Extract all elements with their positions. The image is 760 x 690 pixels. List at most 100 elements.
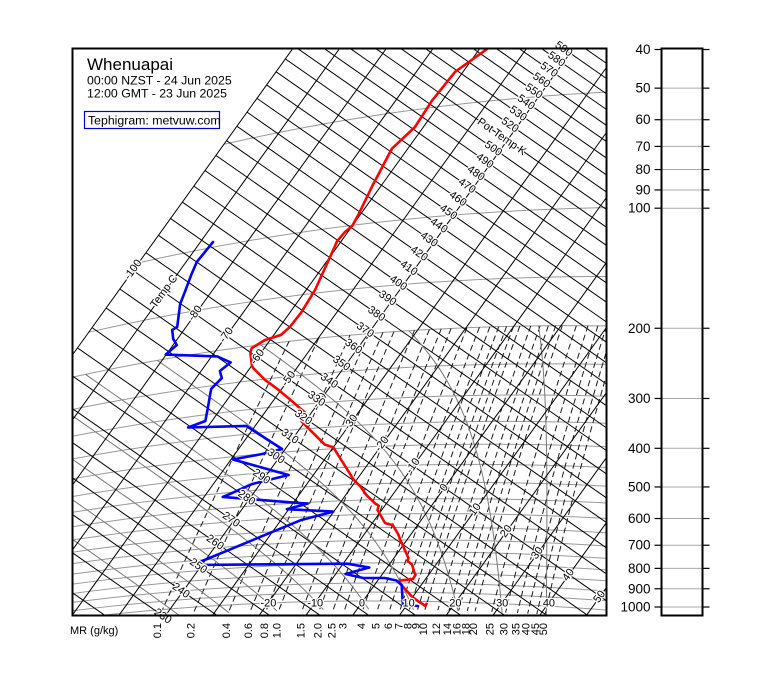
mixing-ratio-line [408, 326, 508, 610]
valid-local: 00:00 NZST - 24 Jun 2025 [87, 74, 232, 88]
pressure-tick-label: 400 [628, 441, 651, 456]
pressure-tick-label: 900 [628, 581, 651, 596]
mixing-ratio-line [505, 325, 589, 613]
moist-adiabat-line [85, 373, 370, 610]
mixing-ratio-line [332, 328, 442, 610]
mixing-ratio-tick-label: 12 [431, 623, 443, 635]
isotherm-line [446, 392, 606, 615]
isotherm-diagonal-label: -70 [217, 325, 236, 345]
mixing-ratio-tick-label: 0.4 [221, 623, 233, 638]
theta-diagonal-label: 410 [398, 258, 420, 278]
theta-diagonal-label: 370 [354, 320, 376, 340]
mixing-ratio-line [544, 325, 606, 615]
dry-adiabat-line [73, 453, 500, 615]
isotherm-diagonal-label: -20 [372, 434, 391, 454]
mixing-ratio-tick-label: 6 [383, 623, 395, 629]
temperature-trace [249, 49, 489, 608]
mixing-ratio-tick-label: 50 [538, 623, 550, 635]
mixing-ratio-tick-label: 1.5 [295, 623, 307, 638]
mixing-ratio-tick-label: 7 [393, 623, 405, 629]
pressure-tick-label: 90 [635, 182, 650, 197]
pressure-tick-label: 200 [628, 321, 651, 336]
mixing-ratio-tick-label: 25 [485, 623, 497, 635]
pressure-tick-label: 80 [635, 162, 650, 177]
moist-adiabat-line [73, 421, 181, 615]
pressure-tick-label: 500 [628, 479, 651, 494]
mixing-ratio-tick-label: 30 [499, 623, 511, 635]
theta-diagonal-label: 390 [376, 288, 398, 308]
station-title: Whenuapai [87, 55, 173, 74]
mixing-ratio-line [474, 325, 563, 612]
mixing-ratio-line [417, 326, 514, 610]
dry-adiabat-line [80, 83, 606, 562]
isotherm-line [399, 327, 606, 615]
valid-utc: 12:00 GMT - 23 Jun 2025 [87, 87, 227, 101]
mixing-ratio-line [527, 325, 606, 614]
bottom-isotherm-label: 20 [449, 598, 461, 610]
mixing-ratio-tick-label: 1.0 [272, 623, 284, 638]
isotherm-line [586, 588, 606, 615]
isotherm-diagonal-label: -80 [186, 303, 205, 323]
mixing-ratio-tick-label: 2.5 [326, 623, 338, 638]
mixing-ratio-line [437, 325, 532, 611]
mixing-ratio-line [344, 328, 452, 610]
mixing-ratio-tick-label: 3 [338, 623, 350, 629]
pressure-tick-label: 1000 [620, 600, 650, 615]
bottom-isotherm-label: 30 [496, 598, 508, 610]
isotherm-line [73, 49, 387, 485]
isotherm-line [212, 67, 606, 615]
badge-box [83, 110, 221, 130]
bottom-isotherm-label: -20 [260, 598, 276, 610]
dry-adiabat-line [204, 49, 606, 390]
isotherm-axis-title: Temp C [148, 273, 180, 311]
pressure-tick-label: 100 [628, 201, 651, 216]
pressure-tick-label: 300 [628, 391, 651, 406]
moist-adiabat-line [73, 397, 278, 612]
moist-adiabat-line [260, 344, 459, 611]
mixing-ratio-line [466, 325, 557, 612]
mixing-ratio-tick-label: 8 [402, 623, 414, 629]
mixing-ratio-axis-title: MR (g/kg) [70, 625, 118, 637]
isotherm-line [305, 197, 606, 615]
mixing-ratio-line [516, 325, 599, 614]
mixing-ratio-line [389, 326, 491, 610]
dewpoint-trace [164, 240, 419, 608]
pressure-scale-bar [660, 47, 704, 617]
dry-adiabat-line [243, 49, 606, 335]
mixing-ratio-tick-label: 16 [452, 623, 464, 635]
mixing-ratio-line [278, 331, 395, 611]
mixing-ratio-line [362, 327, 468, 610]
mixing-ratio-tick-label: 10 [418, 623, 430, 635]
pressure-tick-label: 700 [628, 538, 651, 553]
isotherm-diagonal-label: -10 [404, 456, 423, 476]
isotherm-line [73, 49, 293, 355]
theta-diagonal-label: 430 [418, 229, 440, 249]
moist-adiabat-line [73, 409, 230, 614]
isobar-line [73, 600, 606, 615]
mixing-ratio-tick-label: 0.1 [152, 623, 164, 638]
mixing-ratio-tick-label: 9 [411, 623, 423, 629]
theta-diagonal-label: 340 [318, 371, 340, 391]
mixing-ratio-line [491, 325, 577, 613]
moist-adiabat-line [408, 330, 503, 613]
mixing-ratio-line [448, 325, 541, 611]
isotherm-diagonal-label: 20 [498, 523, 515, 540]
theta-diagonal-label: 270 [220, 510, 242, 530]
theta-diagonal-label: 400 [387, 273, 409, 293]
mixing-ratio-tick-label: 20 [468, 623, 480, 635]
pressure-tick-label: 50 [635, 81, 650, 96]
dry-adiabat-line [141, 49, 606, 477]
isobar-line [73, 591, 606, 615]
mixing-ratio-line [265, 332, 384, 612]
moist-adiabat-line [538, 325, 548, 615]
profiles-layer [164, 49, 489, 608]
mixing-ratio-tick-label: 2.0 [313, 623, 325, 638]
theta-diagonal-label: 360 [342, 336, 364, 356]
plot-frame [71, 47, 608, 617]
mixing-ratio-tick-label: 4 [356, 623, 368, 629]
mixing-ratio-tick-label: 0.8 [259, 623, 271, 638]
isotherm-line [352, 262, 606, 615]
